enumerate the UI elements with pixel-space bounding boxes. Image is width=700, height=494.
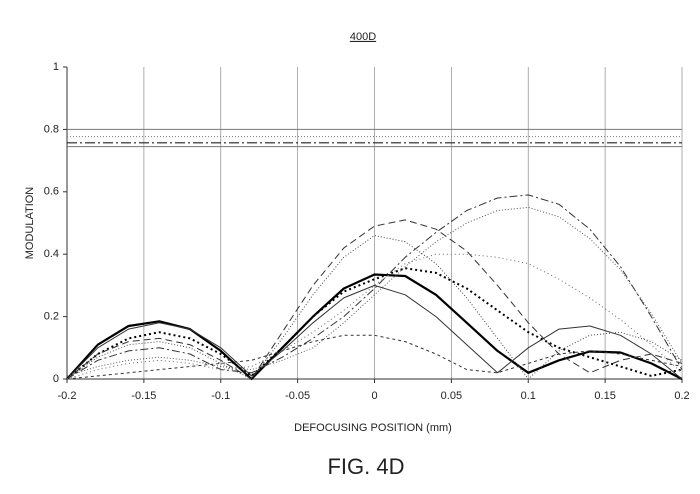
x-tick-label: -0.2 (58, 390, 77, 402)
figure-caption: FIG. 4D (327, 454, 404, 479)
x-tick-label: 0 (371, 390, 377, 402)
x-tick-label: -0.1 (211, 390, 230, 402)
series-line (66, 219, 683, 380)
y-tick-label: 0.6 (44, 186, 59, 198)
x-tick-label: 0.05 (441, 390, 462, 402)
series-line (66, 253, 683, 380)
series-line (66, 334, 683, 380)
series-line (66, 284, 683, 380)
series-line (66, 273, 683, 381)
x-tick-label: -0.15 (131, 390, 156, 402)
x-tick-label: 0.1 (521, 390, 536, 402)
y-tick-label: 0 (53, 373, 59, 385)
y-tick-label: 0.2 (44, 311, 59, 323)
x-tick-label: -0.05 (285, 390, 310, 402)
x-tick-label: 0.15 (594, 390, 615, 402)
chart-title: 400D (350, 31, 376, 43)
x-tick-label: 0.2 (674, 390, 689, 402)
y-tick-label: 0.8 (44, 123, 59, 135)
y-tick-label: 1 (53, 61, 59, 73)
series-line (66, 267, 683, 380)
y-tick-label: 0.4 (44, 248, 59, 260)
x-axis-label: DEFOCUSING POSITION (mm) (294, 422, 452, 434)
y-axis-label: MODULATION (24, 187, 36, 260)
